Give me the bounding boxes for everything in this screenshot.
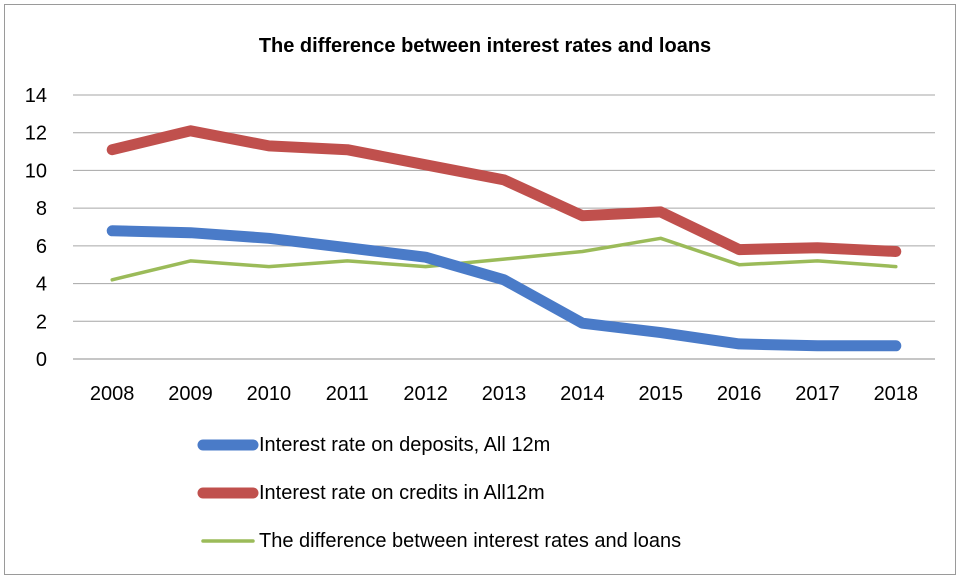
y-tick-label: 8: [36, 198, 47, 220]
series-line: [106, 125, 902, 257]
x-tick-label: 2013: [482, 383, 527, 405]
x-tick-label: 2014: [560, 383, 605, 405]
x-tick-label: 2011: [326, 383, 369, 405]
x-tick-label: 2018: [874, 383, 919, 405]
gridlines: [73, 94, 935, 360]
y-tick-label: 2: [36, 311, 47, 333]
x-tick-label: 2015: [638, 383, 683, 405]
y-tick-label: 14: [25, 85, 47, 107]
chart-frame: [4, 4, 956, 575]
y-tick-label: 12: [25, 123, 47, 145]
series-line: [106, 225, 902, 352]
x-axis-ticks: 2008 2009 2010 2011 2012 2013 2014 2015 2016 2017…: [90, 383, 918, 405]
y-tick-label: 10: [25, 160, 47, 182]
y-tick-label: 4: [36, 274, 47, 296]
series-line: [110, 236, 898, 282]
series-lines: [106, 125, 902, 352]
x-tick-label: 2016: [717, 383, 762, 405]
legend-label: The difference between interest rates an…: [259, 530, 681, 552]
y-tick-label: 0: [36, 349, 47, 371]
y-tick-label: 6: [36, 236, 47, 258]
y-axis-ticks: 0 2 4 6 8 10 12 14: [25, 85, 47, 371]
legend: Interest rate on deposits, All 12m Intere…: [197, 434, 681, 552]
legend-label: Interest rate on deposits, All 12m: [259, 434, 550, 456]
x-tick-label: 2010: [247, 383, 292, 405]
x-tick-label: 2012: [403, 383, 448, 405]
x-tick-label: 2008: [90, 383, 135, 405]
x-tick-label: 2009: [168, 383, 213, 405]
x-tick-label: 2017: [795, 383, 840, 405]
chart-title: The difference between interest rates an…: [259, 35, 711, 57]
legend-label: Interest rate on credits in All12m: [259, 482, 545, 504]
